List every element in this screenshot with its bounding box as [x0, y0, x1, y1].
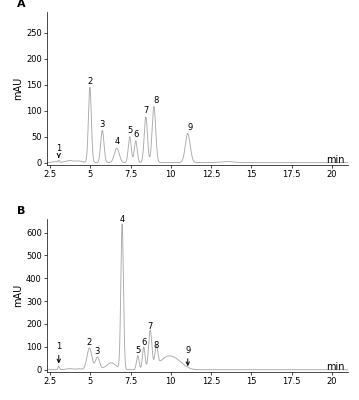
Text: 5: 5	[127, 126, 132, 135]
Text: 1: 1	[56, 144, 61, 153]
Y-axis label: mAU: mAU	[13, 77, 23, 100]
Text: 3: 3	[95, 348, 100, 356]
Text: 7: 7	[143, 106, 149, 115]
Text: 8: 8	[154, 96, 159, 105]
Text: 6: 6	[141, 338, 146, 347]
Text: 2: 2	[87, 338, 92, 347]
Text: 9: 9	[185, 346, 190, 355]
Text: 5: 5	[135, 346, 140, 355]
Text: B: B	[17, 206, 25, 216]
Text: A: A	[17, 0, 25, 9]
Text: 4: 4	[114, 138, 120, 146]
Text: 2: 2	[87, 77, 93, 86]
Y-axis label: mAU: mAU	[13, 284, 23, 307]
Text: 8: 8	[154, 340, 159, 350]
Text: 9: 9	[187, 123, 193, 132]
Text: min: min	[326, 155, 345, 165]
Text: min: min	[326, 362, 345, 372]
Text: 4: 4	[120, 215, 125, 224]
Text: 7: 7	[148, 322, 153, 331]
Text: 6: 6	[133, 130, 138, 139]
Text: 1: 1	[56, 342, 61, 352]
Text: 3: 3	[99, 120, 105, 129]
